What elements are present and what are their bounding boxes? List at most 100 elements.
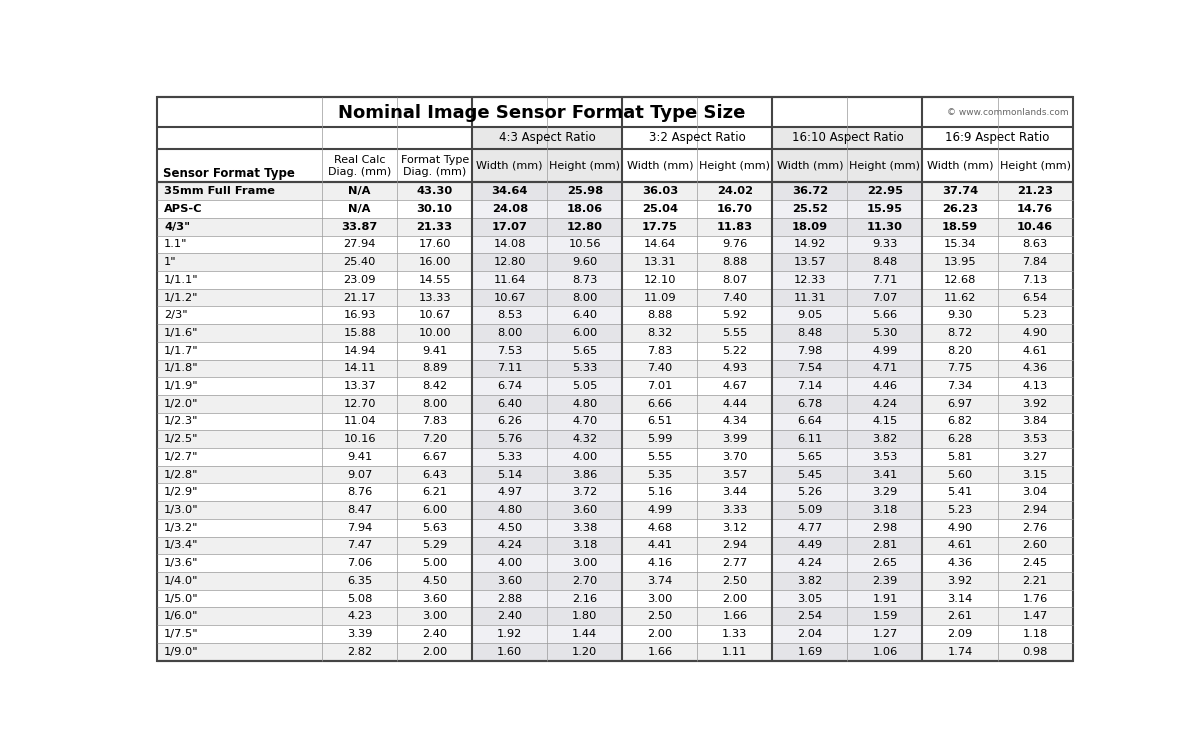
Bar	[473, 217, 547, 236]
Text: 1/5.0": 1/5.0"	[164, 593, 198, 604]
Text: 4.24: 4.24	[798, 558, 822, 568]
Text: 1.59: 1.59	[872, 611, 898, 621]
Bar	[773, 236, 847, 254]
Text: 4.23: 4.23	[347, 611, 372, 621]
Bar	[623, 254, 697, 271]
Text: 3.39: 3.39	[347, 629, 372, 639]
Text: 3.53: 3.53	[1022, 434, 1048, 444]
Text: 3.00: 3.00	[647, 593, 672, 604]
Text: 2.81: 2.81	[872, 541, 898, 550]
Bar	[473, 430, 547, 448]
Text: 10.46: 10.46	[1016, 222, 1054, 232]
Bar	[623, 324, 697, 342]
Text: 4.80: 4.80	[572, 399, 598, 409]
Bar	[397, 466, 473, 484]
Text: 5.35: 5.35	[647, 470, 672, 479]
Bar	[997, 608, 1073, 625]
Bar	[847, 572, 923, 590]
Text: 4.16: 4.16	[647, 558, 672, 568]
Bar	[157, 590, 322, 608]
Text: 43.30: 43.30	[416, 186, 452, 196]
Text: 1/3.4": 1/3.4"	[164, 541, 198, 550]
Bar	[623, 572, 697, 590]
Text: 3.04: 3.04	[1022, 488, 1048, 497]
Text: 4.50: 4.50	[422, 576, 448, 586]
Text: 7.07: 7.07	[872, 292, 898, 302]
Bar	[773, 448, 847, 466]
Bar	[322, 590, 397, 608]
Bar	[473, 413, 547, 430]
Bar	[697, 501, 773, 519]
Bar	[847, 324, 923, 342]
Text: 3.38: 3.38	[572, 523, 598, 532]
Bar	[847, 554, 923, 572]
Text: 3.84: 3.84	[1022, 416, 1048, 427]
Bar	[547, 590, 623, 608]
Text: 8.89: 8.89	[422, 363, 448, 374]
Text: 2.50: 2.50	[722, 576, 748, 586]
Bar	[547, 554, 623, 572]
Text: 4.61: 4.61	[948, 541, 972, 550]
Bar	[547, 200, 623, 217]
Bar	[697, 149, 773, 182]
Text: 7.83: 7.83	[422, 416, 448, 427]
Text: 5.76: 5.76	[497, 434, 522, 444]
Bar	[847, 466, 923, 484]
Bar	[623, 236, 697, 254]
Bar	[473, 324, 547, 342]
Text: 11.64: 11.64	[493, 274, 526, 285]
Bar	[397, 149, 473, 182]
Bar	[473, 306, 547, 324]
Text: 1/3.0": 1/3.0"	[164, 505, 198, 515]
Text: 4/3": 4/3"	[164, 222, 190, 232]
Bar	[397, 536, 473, 554]
Text: 6.74: 6.74	[497, 381, 522, 391]
Bar	[923, 413, 997, 430]
Text: 8.76: 8.76	[347, 488, 372, 497]
Text: 5.81: 5.81	[947, 452, 973, 462]
Bar	[157, 395, 322, 412]
Text: 4.93: 4.93	[722, 363, 748, 374]
Text: 2.94: 2.94	[1022, 505, 1048, 515]
Text: 3.60: 3.60	[497, 576, 522, 586]
Bar	[923, 536, 997, 554]
Bar	[397, 501, 473, 519]
Text: 8.07: 8.07	[722, 274, 748, 285]
Text: Height (mm): Height (mm)	[700, 160, 770, 171]
Bar	[322, 501, 397, 519]
Bar	[997, 572, 1073, 590]
Text: 6.26: 6.26	[497, 416, 522, 427]
Bar	[397, 271, 473, 289]
Text: 1/2.5": 1/2.5"	[164, 434, 198, 444]
Text: 14.08: 14.08	[493, 239, 526, 250]
Bar	[473, 466, 547, 484]
Text: 3.72: 3.72	[572, 488, 598, 497]
Bar	[773, 626, 847, 643]
Bar	[473, 643, 547, 661]
Bar	[623, 536, 697, 554]
Bar	[623, 289, 697, 306]
Text: 10.56: 10.56	[569, 239, 601, 250]
Bar	[473, 501, 547, 519]
Bar	[923, 484, 997, 501]
Bar	[157, 254, 322, 271]
Bar	[157, 377, 322, 395]
Bar	[997, 254, 1073, 271]
Text: 7.53: 7.53	[497, 346, 522, 355]
Text: 16.00: 16.00	[419, 257, 451, 267]
Bar	[847, 289, 923, 306]
Bar	[473, 608, 547, 625]
Bar	[157, 306, 322, 324]
Text: 3.60: 3.60	[422, 593, 448, 604]
Text: 1.92: 1.92	[497, 629, 522, 639]
Bar	[397, 236, 473, 254]
Text: 1.47: 1.47	[1022, 611, 1048, 621]
Bar	[847, 448, 923, 466]
Text: 3.82: 3.82	[872, 434, 898, 444]
Text: 8.63: 8.63	[1022, 239, 1048, 250]
Bar	[473, 395, 547, 412]
Bar	[473, 519, 547, 536]
Text: 5.92: 5.92	[722, 310, 748, 320]
Bar	[997, 306, 1073, 324]
Text: 5.33: 5.33	[572, 363, 598, 374]
